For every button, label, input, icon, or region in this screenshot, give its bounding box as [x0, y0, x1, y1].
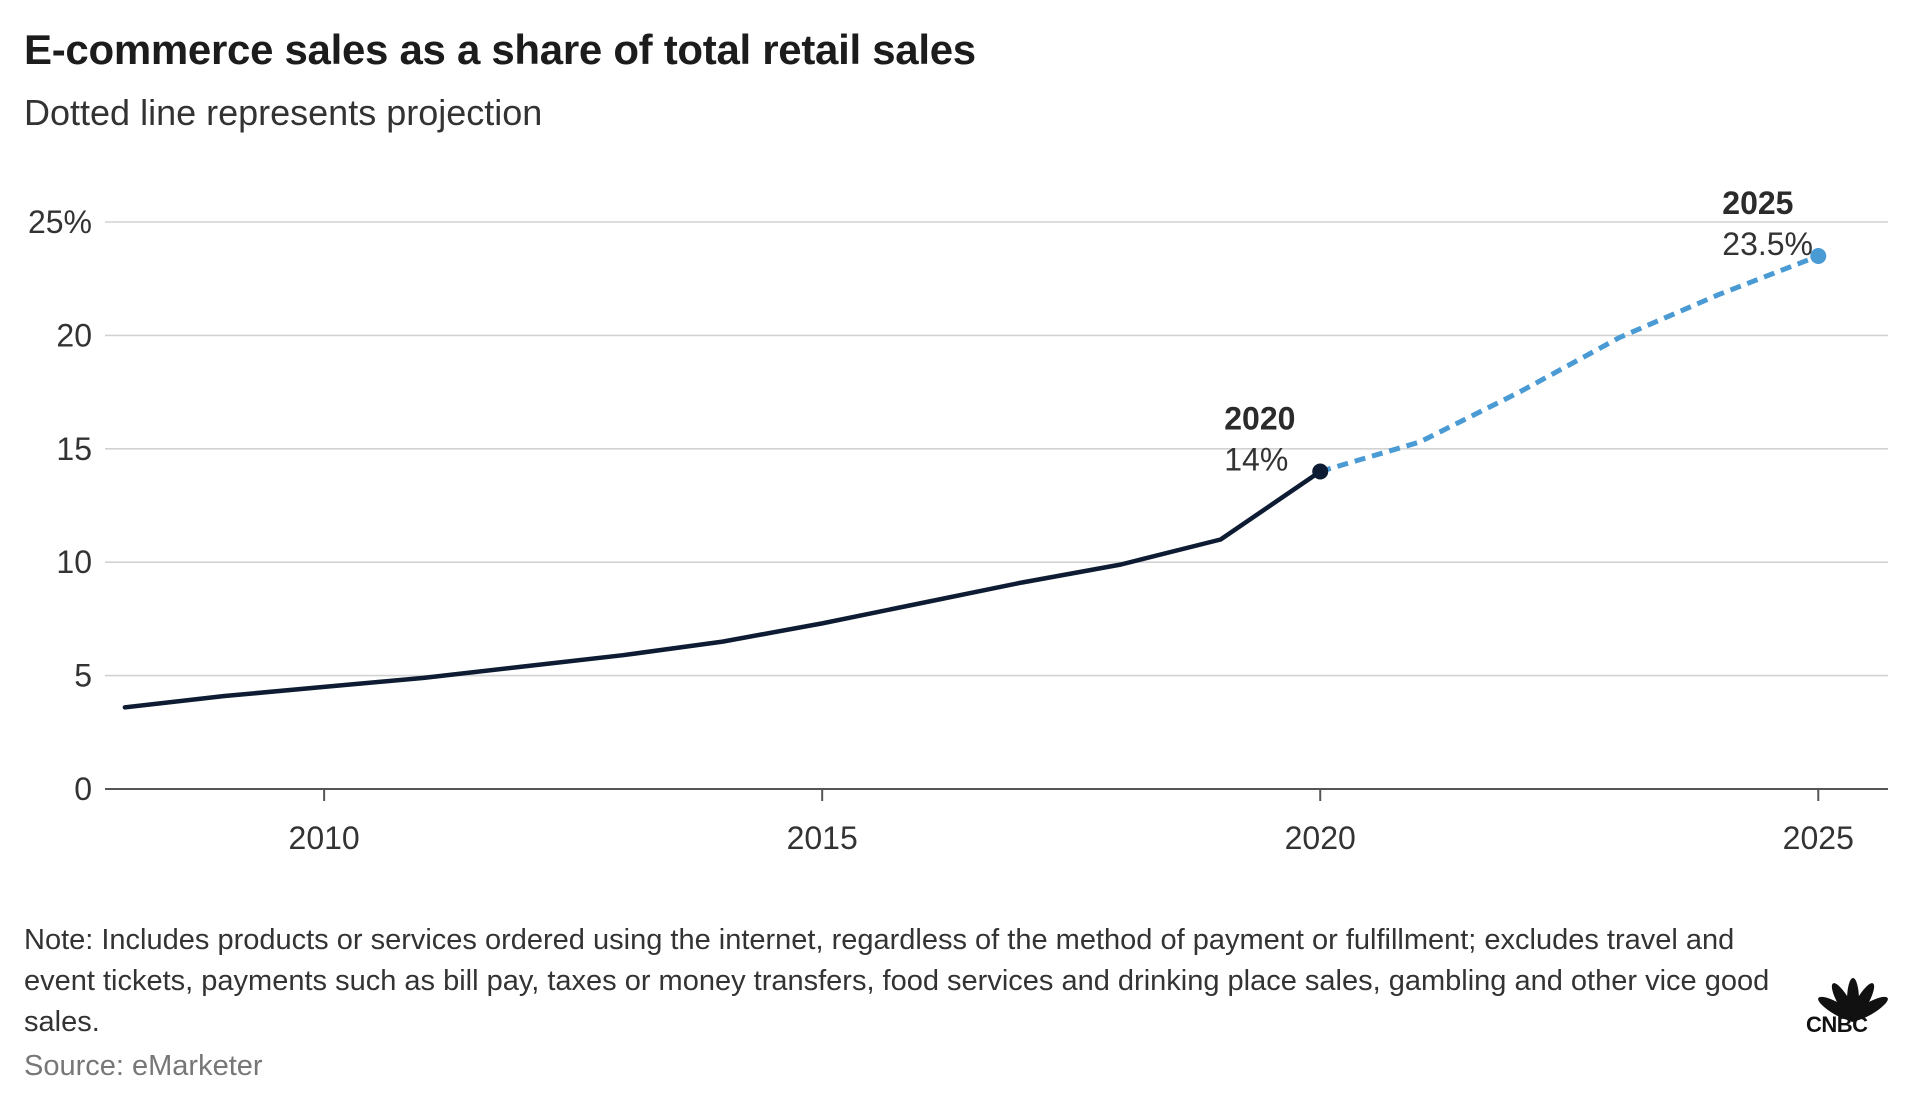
- annotation-value-2025: 23.5%: [1722, 226, 1813, 262]
- annotations: 2020 14% 2025 23.5%: [1224, 185, 1827, 480]
- chart-note: Note: Includes products or services orde…: [24, 924, 1770, 1038]
- series-line-projection: [1319, 253, 1820, 474]
- y-tick-label: 10: [56, 544, 92, 580]
- annotation-year-2020: 2020: [1224, 400, 1295, 436]
- line-chart: 0 5 10 15 20 25% 2010 2015 2020 2025 2020 14% 2025…: [28, 185, 1888, 856]
- cnbc-logo-text: CNBC: [1806, 1012, 1868, 1037]
- x-tick-label: 2010: [289, 820, 360, 856]
- annotation-year-2025: 2025: [1722, 185, 1793, 221]
- y-tick-label: 20: [56, 317, 92, 353]
- gridlines: [105, 221, 1888, 790]
- series-line-actual: [122, 469, 1323, 710]
- chart-subtitle: Dotted line represents projection: [24, 92, 543, 133]
- annotation-point-2020: [1312, 463, 1329, 480]
- annotation-value-2020: 14%: [1224, 441, 1288, 477]
- y-axis: 0 5 10 15 20 25%: [28, 204, 92, 807]
- annotation-point-2025: [1810, 248, 1827, 265]
- series-points: [123, 254, 1820, 709]
- x-tick-label: 2020: [1285, 820, 1356, 856]
- y-tick-label: 25%: [28, 204, 92, 240]
- x-tick-label: 2015: [787, 820, 858, 856]
- series-lines: [122, 253, 1820, 710]
- chart-source: Source: eMarketer: [24, 1050, 263, 1082]
- x-axis: 2010 2015 2020 2025: [289, 789, 1854, 856]
- peacock-icon: [1818, 978, 1888, 1022]
- y-tick-label: 5: [74, 658, 92, 694]
- y-tick-label: 15: [56, 431, 92, 467]
- chart-title: E-commerce sales as a share of total ret…: [24, 26, 976, 73]
- x-tick-label: 2025: [1783, 820, 1854, 856]
- y-tick-label: 0: [74, 771, 92, 807]
